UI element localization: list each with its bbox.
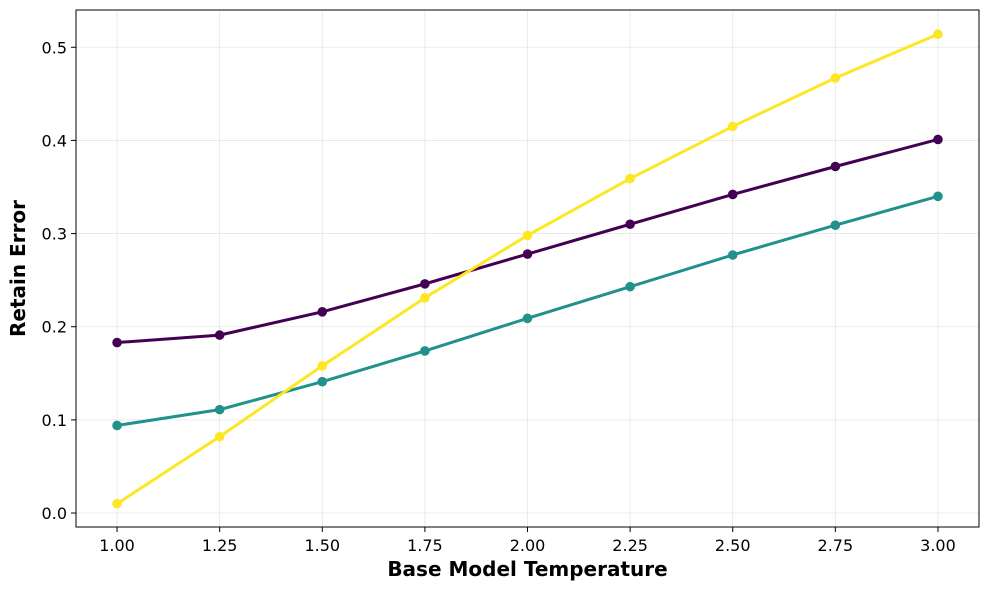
axis-ticks: 1.00 1.25 1.50 1.75 2.00 2.25 2.50 2.75 3.00 0.0 0… xyxy=(42,38,956,555)
x-tick-label: 2.75 xyxy=(818,536,854,555)
data-point xyxy=(317,307,328,317)
data-point xyxy=(214,330,225,340)
data-point xyxy=(625,219,635,230)
x-tick-label: 2.00 xyxy=(510,536,546,555)
x-axis-label: Base Model Temperature xyxy=(387,557,667,581)
y-tick-label: 0.4 xyxy=(42,131,67,150)
data-point xyxy=(317,361,328,371)
y-axis-label: Retain Error xyxy=(6,200,30,337)
x-tick-label: 2.25 xyxy=(612,536,648,555)
y-tick-label: 0.5 xyxy=(42,38,67,57)
y-tick-label: 0.3 xyxy=(42,225,67,244)
data-point xyxy=(317,376,328,387)
data-point xyxy=(727,189,738,200)
data-point xyxy=(933,191,943,202)
data-point xyxy=(522,249,533,259)
data-point xyxy=(112,420,122,431)
series-3 xyxy=(112,29,943,509)
y-tick-label: 0.0 xyxy=(42,504,67,523)
y-tick-label: 0.2 xyxy=(42,318,67,337)
data-point xyxy=(420,346,430,356)
series-1 xyxy=(112,134,943,348)
data-point xyxy=(112,337,122,348)
data-point xyxy=(522,313,533,324)
grid xyxy=(76,10,979,527)
data-point xyxy=(522,230,533,241)
x-tick-label: 1.00 xyxy=(99,536,135,555)
x-tick-label: 3.00 xyxy=(920,536,956,555)
x-tick-label: 1.75 xyxy=(407,536,443,555)
x-tick-label: 2.50 xyxy=(715,536,751,555)
data-point xyxy=(830,73,841,83)
data-point xyxy=(625,173,635,184)
data-point xyxy=(830,161,841,172)
data-point xyxy=(112,498,122,509)
data-point xyxy=(420,293,430,303)
data-point xyxy=(727,250,738,260)
series-layer xyxy=(112,29,943,509)
data-point xyxy=(727,121,738,132)
x-tick-label: 1.25 xyxy=(202,536,238,555)
data-point xyxy=(830,220,841,230)
data-point xyxy=(625,281,635,292)
data-point xyxy=(933,134,943,145)
series-2 xyxy=(112,191,943,431)
data-point xyxy=(214,431,225,442)
data-point xyxy=(933,29,943,40)
y-tick-label: 0.1 xyxy=(42,411,67,430)
data-point xyxy=(420,279,430,289)
data-point xyxy=(214,404,225,415)
x-tick-label: 1.50 xyxy=(304,536,340,555)
